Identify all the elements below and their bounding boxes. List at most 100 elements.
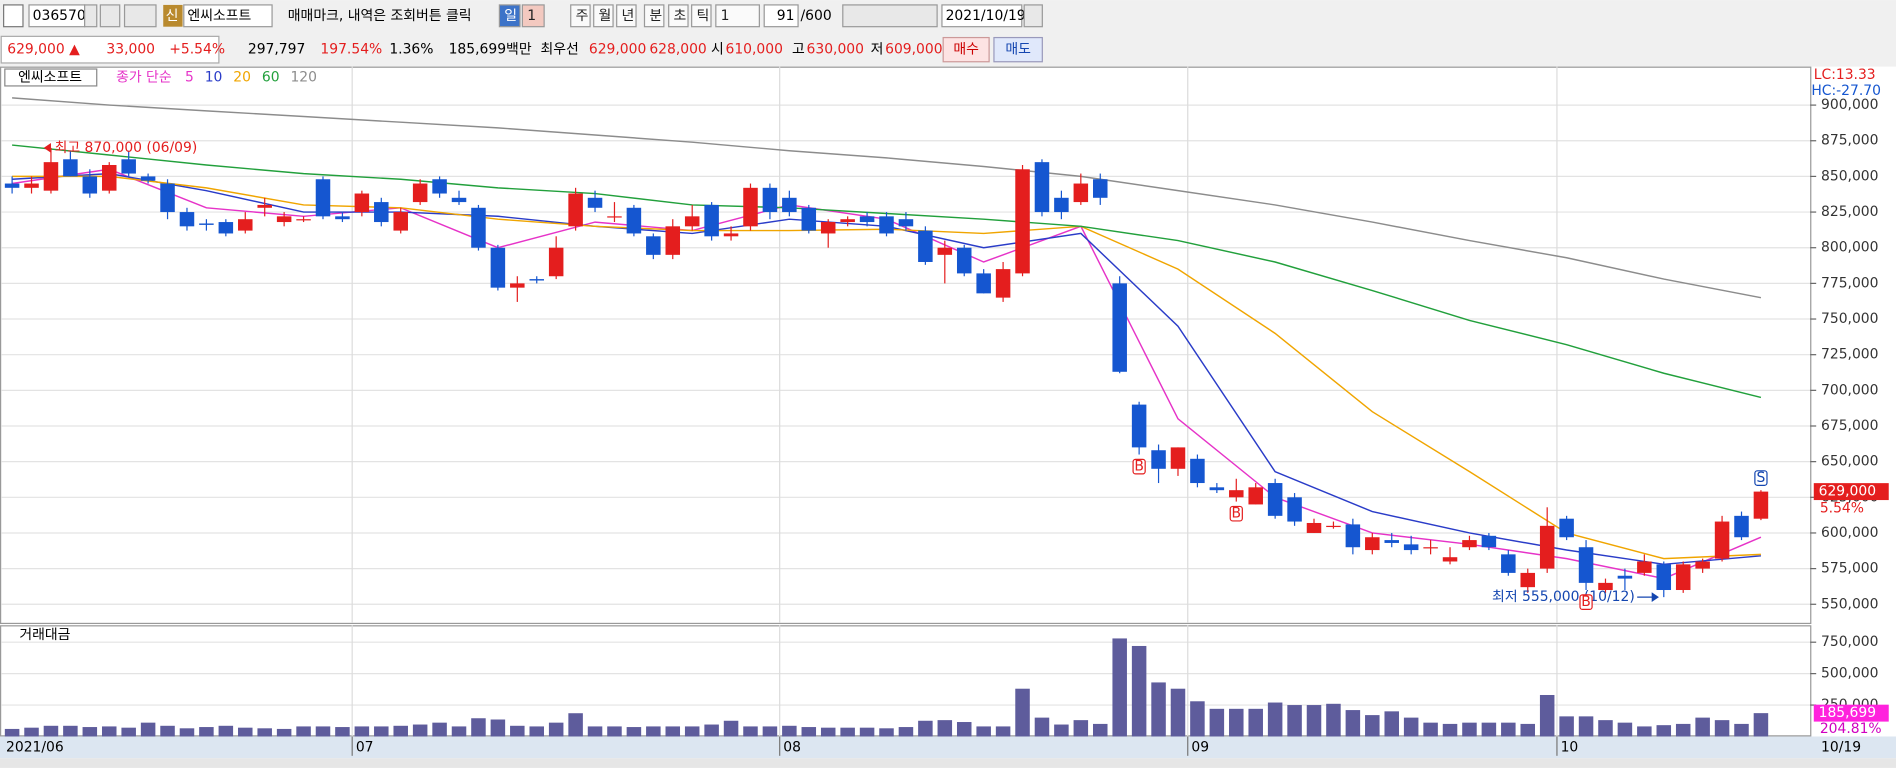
candle-body <box>1501 554 1516 573</box>
candle-body <box>1598 582 1613 591</box>
search-button[interactable] <box>99 4 121 28</box>
y-tick-label: 825,000 <box>1821 204 1878 220</box>
candle-body <box>451 197 467 203</box>
volume-bar <box>24 727 39 737</box>
dropdown[interactable] <box>84 4 98 28</box>
volume-bar <box>801 727 817 737</box>
period-button[interactable] <box>521 4 545 28</box>
candle-body <box>995 269 1011 298</box>
candle-body <box>801 207 817 231</box>
candle-body <box>121 159 136 174</box>
menu-icon[interactable] <box>3 4 24 28</box>
signal-box <box>1132 458 1146 475</box>
volume-bar <box>898 727 914 737</box>
buy-button[interactable] <box>942 36 990 63</box>
volume-bar <box>1501 722 1516 737</box>
candle-body <box>315 179 331 217</box>
period-label: 월 <box>599 8 612 24</box>
change: 33,000 <box>106 42 155 58</box>
candle-body <box>684 216 700 227</box>
candle-body <box>1384 540 1399 543</box>
signal-box <box>1754 470 1768 486</box>
period-button[interactable] <box>498 4 521 28</box>
tool-icons[interactable] <box>842 4 938 28</box>
candle-body <box>859 216 875 223</box>
period-button[interactable] <box>668 4 689 28</box>
candle-body <box>976 273 991 294</box>
signal-box <box>1229 505 1243 522</box>
candle-body <box>1365 537 1380 551</box>
candle-body <box>820 222 836 234</box>
candle-body <box>879 216 894 234</box>
period-button[interactable] <box>570 4 591 28</box>
price-panel <box>0 66 1812 625</box>
y-tick-label: 750,000 <box>1821 311 1878 327</box>
sell-button[interactable] <box>993 36 1043 63</box>
volume-bar <box>1267 702 1283 737</box>
volume-panel <box>0 625 1812 737</box>
signal: B <box>1232 506 1242 522</box>
candle-body <box>1209 487 1225 491</box>
volume-bar <box>1326 703 1341 737</box>
candle-body <box>63 159 78 177</box>
high: 630,000 <box>807 42 864 58</box>
count-box[interactable] <box>763 4 799 28</box>
date-box[interactable] <box>941 4 1023 28</box>
volume-bar <box>432 722 447 737</box>
name-box[interactable] <box>183 4 273 28</box>
volume-bar <box>1753 713 1769 737</box>
candle-body <box>918 230 933 262</box>
candle-body <box>510 283 525 288</box>
volume-bar <box>1442 723 1458 737</box>
period-button[interactable] <box>593 4 614 28</box>
candle-body <box>723 233 739 237</box>
volume-marker: 185,699 <box>1819 705 1876 721</box>
period-button[interactable] <box>616 4 637 28</box>
volume-bar <box>276 728 292 737</box>
volume-bar <box>1462 722 1477 737</box>
date: 2021/10/19 <box>946 8 1026 24</box>
volume-bar <box>374 726 389 737</box>
volume-bar <box>315 726 331 737</box>
volume-bar <box>646 726 661 737</box>
candle-body <box>1034 162 1050 213</box>
y-tick-label: 775,000 <box>1821 275 1878 291</box>
badge: 신 <box>166 8 179 24</box>
period-button[interactable] <box>715 4 760 28</box>
volume-bar <box>607 726 622 737</box>
period-button[interactable] <box>643 4 665 28</box>
volume-bar <box>257 728 272 737</box>
volume-bar <box>956 722 972 737</box>
sound-button[interactable] <box>123 4 157 28</box>
volume-bar <box>840 727 855 737</box>
volume-bar <box>393 725 408 737</box>
volume-bar <box>859 727 875 737</box>
volume-bar <box>1384 711 1399 737</box>
volume-bar <box>1209 708 1225 737</box>
volume-bar <box>1345 710 1361 737</box>
volume-bar <box>626 727 642 737</box>
y-tick-label: 575,000 <box>1821 561 1878 577</box>
volume-bar <box>238 727 253 737</box>
legend-stock: 엔씨소프트 <box>18 69 82 85</box>
candle-body <box>548 247 564 277</box>
x-tick-label: 2021/06 <box>6 739 64 755</box>
candle-body <box>393 212 408 231</box>
y-tick-label: 725,000 <box>1821 347 1878 363</box>
ask: 629,000 <box>589 42 646 58</box>
volume-bar <box>140 722 156 737</box>
y-tick-label: 550,000 <box>1821 596 1878 612</box>
candle-body <box>782 197 797 213</box>
period-button[interactable] <box>691 4 712 28</box>
candle-body <box>1151 450 1166 469</box>
amount: 185,699백만 <box>449 42 532 58</box>
scrollbar[interactable] <box>0 758 1896 768</box>
volume-bar <box>4 728 20 737</box>
hc: HC:-27.70 <box>1811 83 1881 99</box>
candle-body <box>1267 483 1283 516</box>
candle-body <box>1131 404 1147 448</box>
calendar-button[interactable] <box>1023 4 1043 28</box>
x-tick-label: 07 <box>356 739 374 755</box>
moving-average <box>12 97 1762 299</box>
